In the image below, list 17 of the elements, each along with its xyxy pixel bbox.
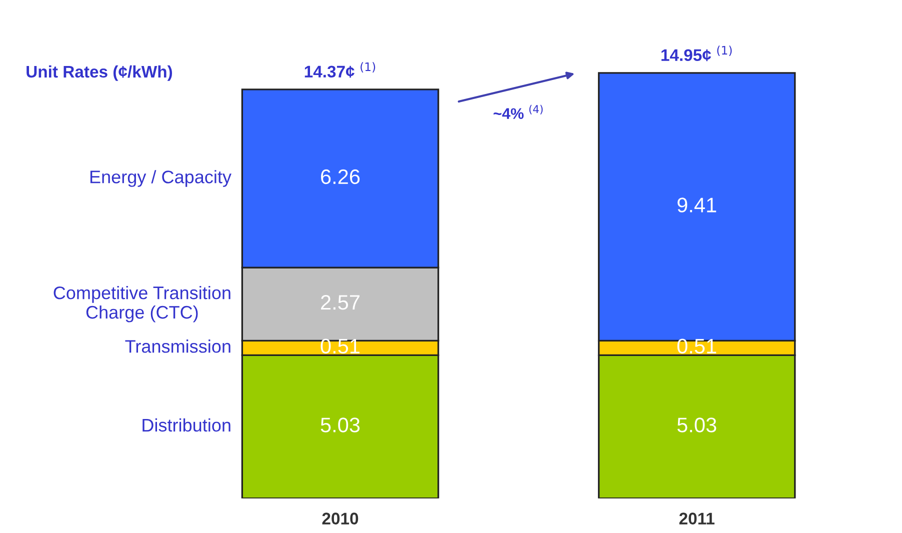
series-label: Competitive Transition Charge (CTC) [54,286,230,322]
data-label: 5.03 [677,418,716,432]
data-label: 2.57 [321,294,360,310]
x-tick-label: 2010 [322,512,358,524]
data-label: 6.26 [321,169,360,184]
data-label: 5.03 [320,418,360,432]
data-label: 0.51 [677,338,716,354]
chart-title: Unit Rates (¢/kWh) [26,65,172,81]
x-tick-label: 2011 [679,512,714,524]
total-label: 14.37¢ $^{(1)}$ [304,62,376,78]
data-label: 0.51 [320,338,360,354]
data-label: 9.41 [678,198,716,212]
series-label: Energy / Capacity [90,170,232,187]
annotation: ~4% $^{(4)}$ [494,104,543,119]
series-label: Distribution [142,418,230,432]
total-label: 14.95¢ $^{(1)}$ [661,46,732,62]
series-label: Transmission [125,340,230,353]
